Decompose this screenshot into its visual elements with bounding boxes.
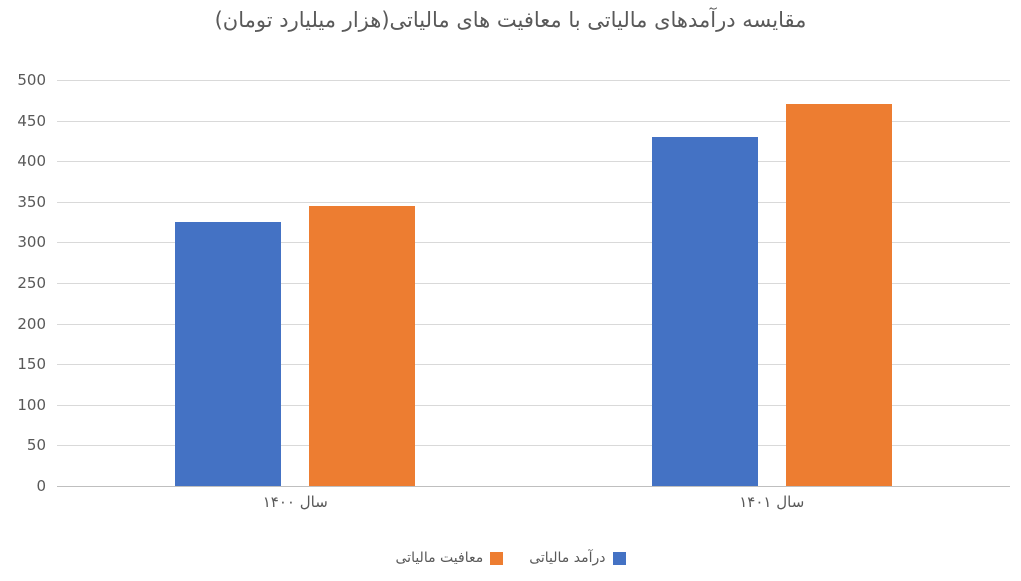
y-tick-label-250: 250 <box>17 274 46 292</box>
bar-groups <box>57 80 1010 486</box>
gridline-450 <box>57 120 1010 122</box>
y-tick-label-500: 500 <box>17 71 46 89</box>
y-tick-label-350: 350 <box>17 192 46 211</box>
exemption-series-swatch-icon <box>490 551 504 565</box>
gridline-300 <box>57 242 1010 244</box>
bar-group-1400 <box>57 80 534 486</box>
legend-label-revenue: درآمد مالیاتی <box>529 550 606 566</box>
chart-title: مقایسه درآمدهای مالیاتی با معافیت های ما… <box>214 8 807 32</box>
revenue-series-swatch-icon <box>612 551 626 565</box>
y-tick-label-450: 450 <box>17 111 46 130</box>
bar-group-1401 <box>534 80 1011 486</box>
gridline-50 <box>57 445 1010 447</box>
y-tick-label-200: 200 <box>17 314 46 333</box>
legend-item-exemption: معافیت مالیاتی <box>396 550 504 566</box>
gridline-400 <box>57 161 1010 163</box>
bar-series1-category1 <box>785 104 892 486</box>
gridline-500 <box>57 80 1010 81</box>
y-tick-label-150: 150 <box>17 355 46 374</box>
legend-label-exemption: معافیت مالیاتی <box>395 550 484 566</box>
plot-area <box>57 80 1010 487</box>
bar-series1-category0 <box>309 205 416 486</box>
y-tick-label-400: 400 <box>17 152 46 171</box>
gridline-200 <box>57 323 1010 325</box>
bar-series0-category0 <box>175 222 282 486</box>
bar-series0-category1 <box>651 136 758 486</box>
y-tick-label-0: 0 <box>36 477 46 495</box>
x-tick-label-1401: سال ۱۴۰۱ <box>739 493 805 511</box>
gridline-0 <box>57 486 1010 487</box>
legend-item-revenue: درآمد مالیاتی <box>529 550 626 566</box>
gridline-350 <box>57 201 1010 203</box>
y-tick-label-300: 300 <box>17 233 46 252</box>
y-axis: 0 50 100 150 200 250 300 350 400 450 500 <box>0 0 46 581</box>
gridline-250 <box>57 283 1010 284</box>
y-tick-label-50: 50 <box>26 436 46 455</box>
x-axis: سال ۱۴۰۰ سال ۱۴۰۱ <box>57 493 1010 511</box>
chart-legend: درآمد مالیاتی معافیت مالیاتی <box>0 550 1021 566</box>
gridline-150 <box>57 364 1010 366</box>
y-tick-label-100: 100 <box>17 395 46 414</box>
x-tick-label-1400: سال ۱۴۰۰ <box>262 493 328 511</box>
gridline-100 <box>57 404 1010 406</box>
